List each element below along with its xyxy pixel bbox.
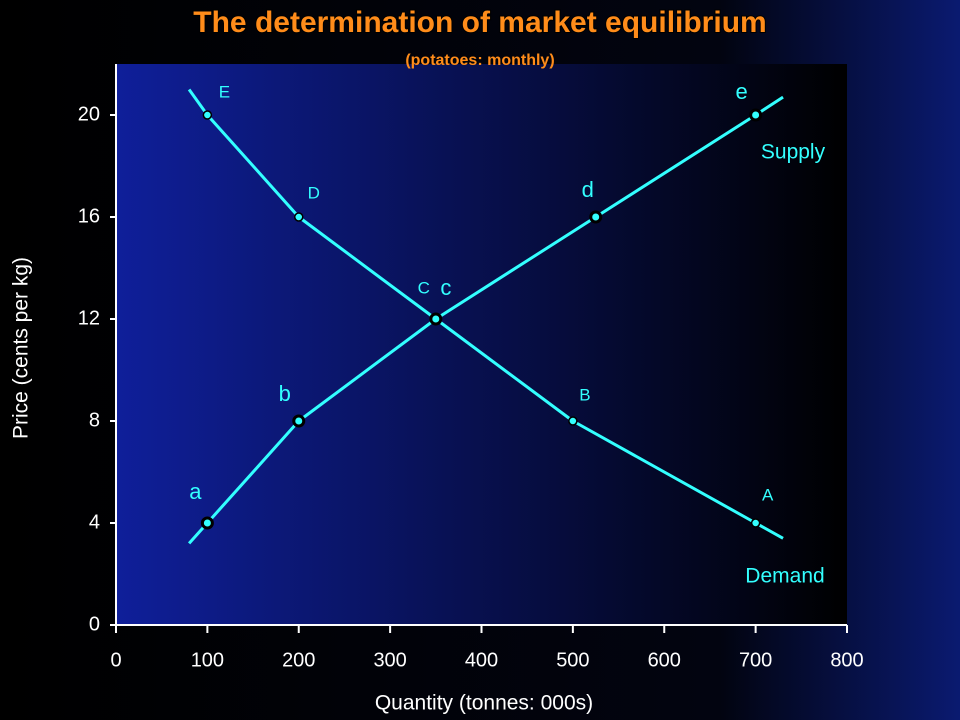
- plot-area: [116, 64, 847, 625]
- data-point: [294, 212, 304, 222]
- data-point: [589, 210, 603, 224]
- data-point: [429, 312, 443, 326]
- x-tick-label: 500: [556, 649, 589, 671]
- x-tick-label: 200: [282, 649, 315, 671]
- point-label: A: [762, 485, 774, 504]
- data-point: [749, 108, 763, 122]
- y-tick-label: 8: [89, 409, 100, 431]
- point-label: D: [308, 183, 320, 202]
- series-name: Demand: [745, 565, 824, 588]
- y-tick-label: 20: [78, 103, 100, 125]
- y-axis-label: Price (cents per kg): [10, 257, 33, 439]
- point-label: c: [440, 275, 451, 300]
- series-name: Supply: [761, 141, 826, 164]
- point-label: a: [189, 479, 202, 504]
- y-tick-label: 4: [89, 511, 100, 533]
- x-tick-label: 0: [110, 649, 121, 671]
- data-point: [568, 416, 578, 426]
- y-tick-label: 0: [89, 613, 100, 635]
- point-label: E: [219, 82, 230, 101]
- point-label: B: [579, 385, 590, 404]
- x-tick-label: 800: [830, 649, 863, 671]
- chart-subtitle: (potatoes: monthly): [405, 52, 554, 69]
- x-axis-label: Quantity (tonnes: 000s): [375, 692, 593, 715]
- y-tick-label: 16: [78, 205, 100, 227]
- x-tick-label: 600: [648, 649, 681, 671]
- data-point: [750, 518, 761, 528]
- point-label: b: [279, 381, 291, 406]
- point-label: C: [418, 278, 430, 297]
- x-tick-label: 700: [739, 649, 772, 671]
- x-tick-label: 400: [465, 649, 498, 671]
- point-label: e: [736, 79, 748, 104]
- x-tick-label: 300: [373, 649, 406, 671]
- chart-title: The determination of market equilibrium: [193, 6, 766, 39]
- data-point: [292, 414, 306, 428]
- point-label: d: [582, 177, 594, 202]
- data-point: [202, 110, 213, 120]
- y-tick-label: 12: [78, 307, 100, 329]
- data-point: [200, 516, 214, 530]
- x-tick-label: 100: [191, 649, 224, 671]
